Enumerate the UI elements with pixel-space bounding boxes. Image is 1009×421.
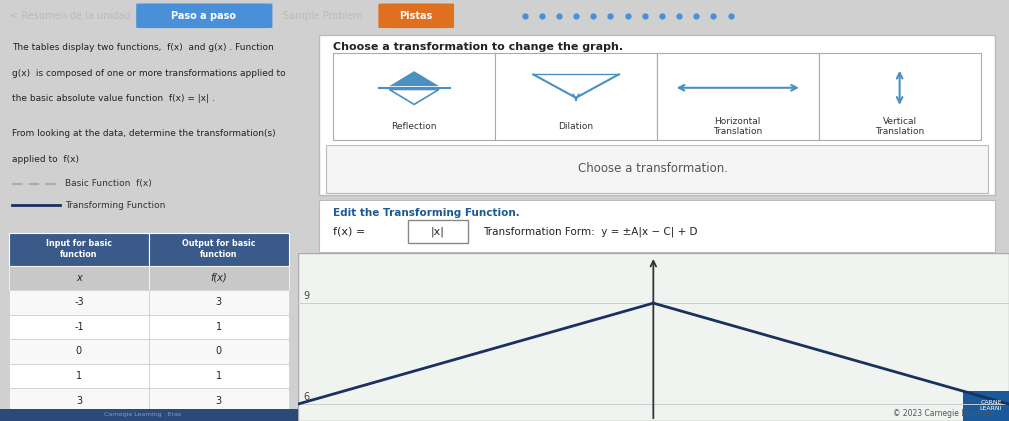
Bar — [298, 253, 1009, 421]
Text: Pistas: Pistas — [400, 11, 432, 21]
Text: Basic Function  f(x): Basic Function f(x) — [66, 179, 152, 188]
Bar — [495, 53, 657, 140]
Text: -1: -1 — [74, 322, 84, 332]
Text: Transforming Function: Transforming Function — [66, 201, 165, 210]
Bar — [149, 266, 289, 290]
Text: the basic absolute value function  f(x) = |x| .: the basic absolute value function f(x) =… — [12, 94, 215, 103]
Text: Choose a transformation.: Choose a transformation. — [578, 162, 728, 175]
Text: CARNE
LEARNI: CARNE LEARNI — [980, 400, 1002, 411]
Text: Dilation: Dilation — [558, 122, 593, 131]
Text: Edit the Transforming Function.: Edit the Transforming Function. — [333, 208, 520, 218]
Text: x: x — [76, 273, 82, 283]
Text: g(x)  is composed of one or more transformations applied to: g(x) is composed of one or more transfor… — [12, 69, 286, 77]
Bar — [149, 232, 289, 266]
Bar — [657, 53, 818, 140]
Text: From looking at the data, determine the transformation(s): From looking at the data, determine the … — [12, 129, 275, 139]
Bar — [149, 290, 289, 314]
Bar — [9, 290, 149, 314]
Text: 0: 0 — [76, 346, 82, 357]
Bar — [149, 314, 289, 339]
Text: Transformation Form:  y = ±A|x − C| + D: Transformation Form: y = ±A|x − C| + D — [482, 226, 697, 237]
Bar — [9, 314, 149, 339]
Bar — [9, 339, 149, 364]
Text: Sample Problem: Sample Problem — [283, 11, 362, 21]
Text: 6: 6 — [304, 392, 310, 402]
Text: Choose a transformation to change the graph.: Choose a transformation to change the gr… — [333, 42, 624, 51]
Text: 1: 1 — [216, 322, 222, 332]
Bar — [9, 364, 149, 388]
Text: Paso a paso: Paso a paso — [172, 11, 236, 21]
Bar — [149, 364, 289, 388]
Text: The tables display two functions,  f(x)  and g(x) . Function: The tables display two functions, f(x) a… — [12, 43, 273, 52]
Bar — [333, 53, 495, 140]
Text: Output for basic
function: Output for basic function — [182, 240, 255, 259]
Text: Horizontal
Translation: Horizontal Translation — [713, 117, 763, 136]
Text: © 2023 Carnegie Learning: © 2023 Carnegie Learning — [893, 409, 995, 418]
Bar — [0, 408, 298, 421]
Text: |x|: |x| — [431, 226, 445, 237]
Text: 1: 1 — [76, 371, 82, 381]
Bar — [149, 339, 289, 364]
Text: applied to  f(x): applied to f(x) — [12, 155, 79, 164]
Bar — [963, 391, 1009, 421]
Text: 3: 3 — [216, 396, 222, 405]
Text: 1: 1 — [216, 371, 222, 381]
Text: < Resumen de la unidad: < Resumen de la unidad — [10, 11, 131, 21]
Text: 3: 3 — [216, 297, 222, 307]
FancyBboxPatch shape — [136, 3, 272, 28]
Text: 0: 0 — [216, 346, 222, 357]
Bar — [408, 220, 468, 243]
Text: 9: 9 — [304, 291, 310, 301]
Bar — [818, 53, 981, 140]
Text: 3: 3 — [76, 396, 82, 405]
Bar — [9, 388, 149, 413]
Polygon shape — [389, 89, 439, 104]
Bar — [9, 266, 149, 290]
Text: f(x): f(x) — [211, 273, 227, 283]
Text: f(x) =: f(x) = — [333, 227, 369, 237]
Polygon shape — [389, 71, 439, 86]
Text: Reflection: Reflection — [391, 122, 437, 131]
Text: -3: -3 — [74, 297, 84, 307]
Text: Carnegie Learning   Eras: Carnegie Learning Eras — [104, 412, 182, 417]
Text: Input for basic
function: Input for basic function — [45, 240, 112, 259]
Bar — [149, 388, 289, 413]
Text: Vertical
Translation: Vertical Translation — [875, 117, 924, 136]
Bar — [326, 145, 988, 193]
Bar — [9, 232, 149, 266]
FancyBboxPatch shape — [378, 3, 454, 28]
